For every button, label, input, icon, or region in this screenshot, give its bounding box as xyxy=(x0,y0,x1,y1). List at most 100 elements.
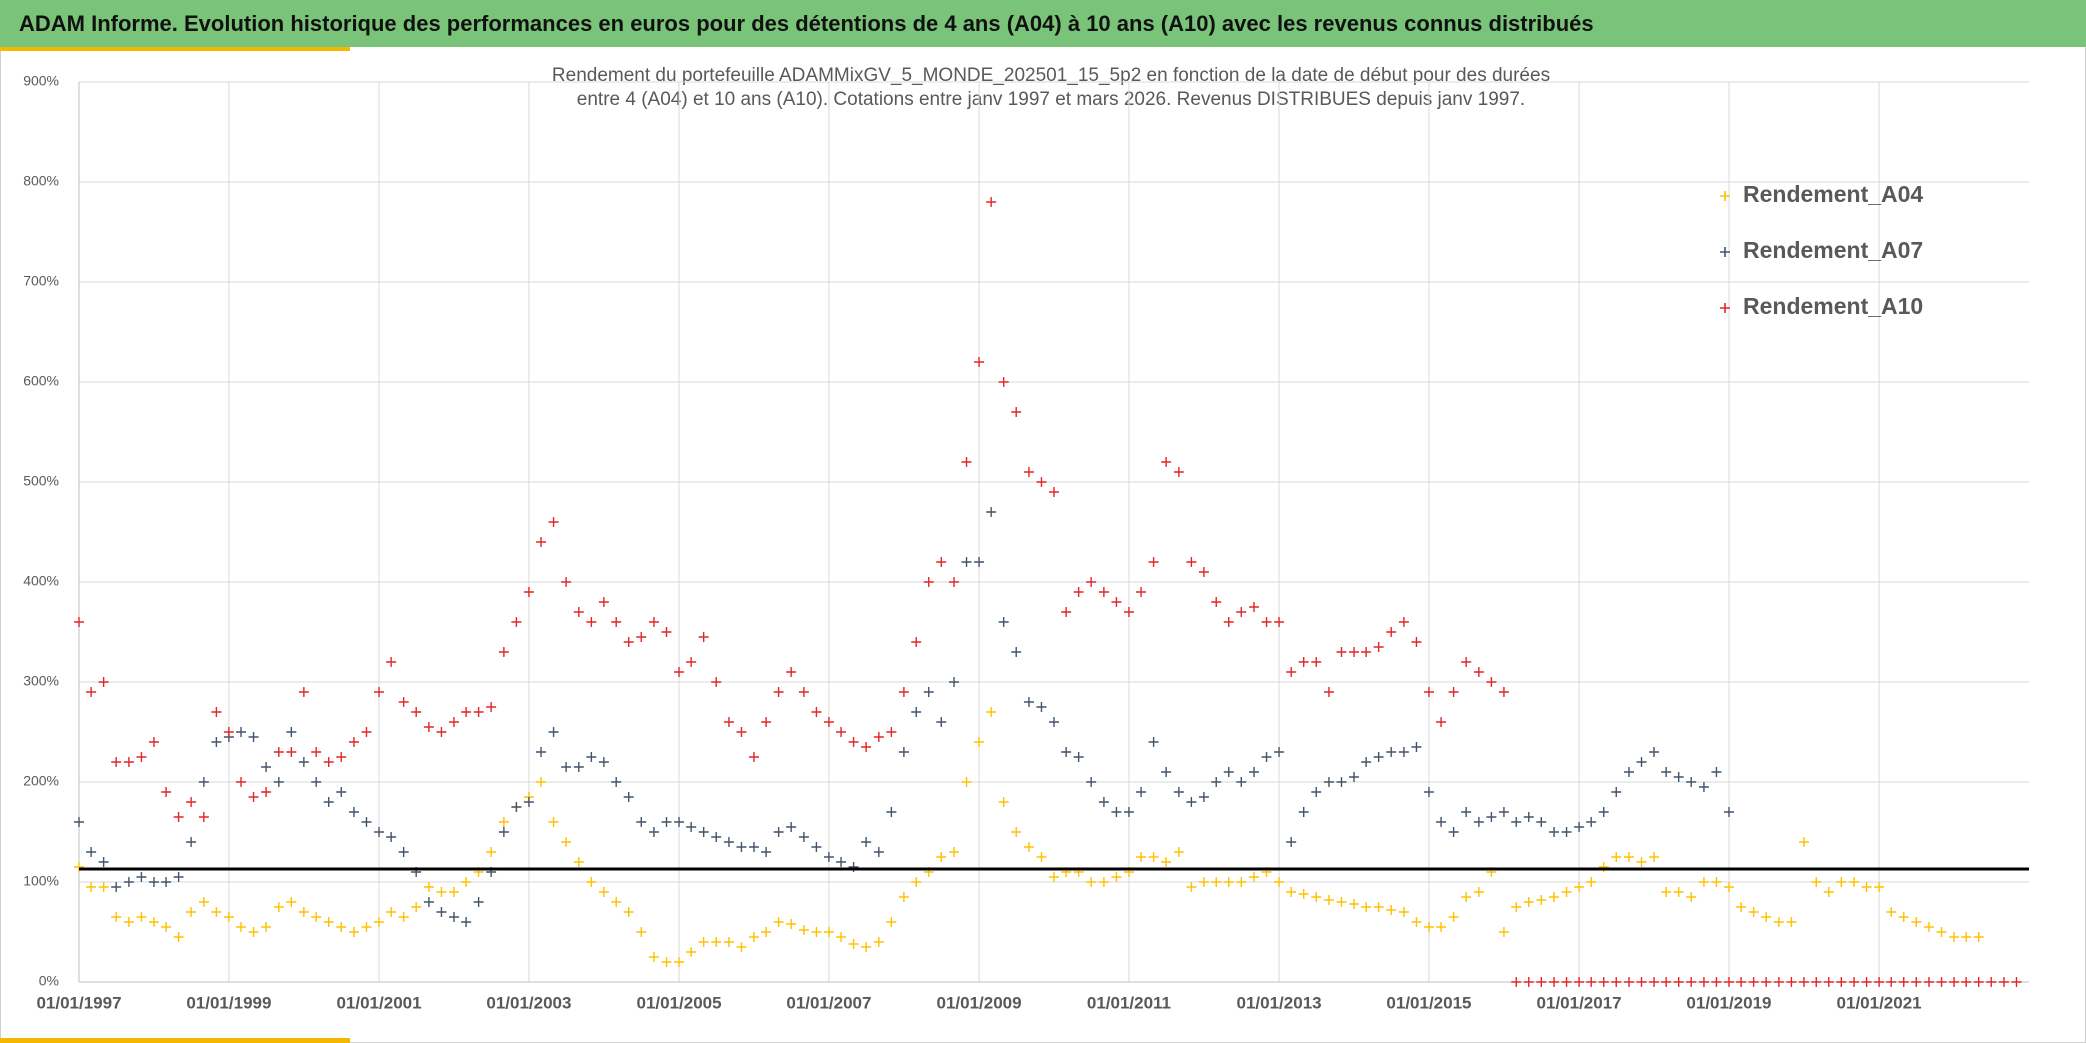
data-point xyxy=(1698,977,1709,987)
data-point xyxy=(1523,977,1534,987)
y-tick-label: 100% xyxy=(23,873,59,889)
data-point xyxy=(1049,487,1059,497)
data-point xyxy=(1061,747,1072,757)
data-point xyxy=(236,727,247,737)
data-point xyxy=(374,917,385,927)
data-point xyxy=(1673,977,1684,987)
data-point xyxy=(586,752,597,762)
data-point xyxy=(436,727,447,737)
data-point xyxy=(1186,797,1197,807)
data-point xyxy=(374,687,385,697)
data-point xyxy=(1036,477,1047,487)
data-point xyxy=(386,657,397,667)
data-point xyxy=(1598,977,1609,987)
data-point xyxy=(998,377,1009,387)
data-point xyxy=(461,917,472,927)
y-tick-label: 700% xyxy=(23,273,59,289)
data-point xyxy=(611,617,622,627)
data-point xyxy=(1436,922,1447,932)
data-point xyxy=(1498,927,1509,937)
data-point xyxy=(1023,467,1034,477)
data-point xyxy=(898,892,909,902)
data-point xyxy=(1461,807,1472,817)
data-point xyxy=(1536,895,1547,905)
data-point xyxy=(861,742,872,752)
data-point xyxy=(473,897,484,907)
data-point xyxy=(1211,597,1222,607)
data-point xyxy=(486,847,497,857)
data-point xyxy=(598,597,609,607)
data-point xyxy=(636,632,647,642)
data-point xyxy=(1786,917,1797,927)
data-point xyxy=(1498,687,1509,697)
data-point xyxy=(674,817,685,827)
header-bar xyxy=(0,0,2086,47)
data-point xyxy=(623,792,634,802)
data-point xyxy=(1111,597,1122,607)
data-point xyxy=(161,787,172,797)
data-point xyxy=(1086,777,1097,787)
data-point xyxy=(1498,807,1509,817)
data-point xyxy=(1011,407,1022,417)
data-point xyxy=(1748,977,1759,987)
data-point xyxy=(786,667,797,677)
data-point xyxy=(1123,607,1134,617)
data-point xyxy=(1886,977,1897,987)
data-point xyxy=(1098,797,1109,807)
data-point xyxy=(1549,892,1560,902)
data-point xyxy=(723,937,734,947)
data-point xyxy=(1286,887,1297,897)
data-point xyxy=(148,917,159,927)
data-point xyxy=(361,817,372,827)
data-point xyxy=(361,727,372,737)
x-tick-label: 01/01/2013 xyxy=(1237,993,1322,1012)
data-point xyxy=(461,877,472,887)
data-point xyxy=(1398,747,1409,757)
data-point xyxy=(1261,752,1272,762)
data-point xyxy=(1673,772,1684,782)
data-point xyxy=(1874,977,1885,987)
data-point xyxy=(886,917,897,927)
data-point xyxy=(98,677,109,687)
x-tick-label: 01/01/2017 xyxy=(1537,993,1622,1012)
data-point xyxy=(536,537,547,547)
data-point xyxy=(1636,857,1647,867)
data-point xyxy=(1611,977,1622,987)
data-point xyxy=(261,787,272,797)
data-point xyxy=(586,877,597,887)
x-tick-label: 01/01/2005 xyxy=(636,993,721,1012)
data-point xyxy=(211,907,222,917)
data-point xyxy=(1148,737,1159,747)
data-point xyxy=(948,577,959,587)
data-point xyxy=(686,947,697,957)
data-point xyxy=(661,627,672,637)
data-point xyxy=(1011,647,1022,657)
data-point xyxy=(786,822,797,832)
y-tick-label: 0% xyxy=(39,973,59,989)
data-point xyxy=(648,827,659,837)
data-point xyxy=(348,927,359,937)
data-point xyxy=(711,937,722,947)
data-point xyxy=(1911,977,1922,987)
data-point xyxy=(836,857,847,867)
y-tick-label: 200% xyxy=(23,773,59,789)
data-point xyxy=(886,727,897,737)
data-point xyxy=(1198,877,1209,887)
data-point xyxy=(436,907,447,917)
data-point xyxy=(1186,557,1197,567)
x-tick-label: 01/01/1999 xyxy=(186,993,271,1012)
data-point xyxy=(961,557,972,567)
data-point xyxy=(1973,932,1984,942)
data-point xyxy=(1961,977,1972,987)
data-point xyxy=(1073,752,1084,762)
data-point xyxy=(748,842,759,852)
data-point xyxy=(1511,977,1522,987)
data-point xyxy=(773,687,784,697)
data-point xyxy=(961,777,972,787)
data-point xyxy=(198,777,209,787)
data-point xyxy=(148,737,159,747)
data-point xyxy=(823,852,834,862)
data-point xyxy=(1836,877,1847,887)
data-point xyxy=(548,817,559,827)
